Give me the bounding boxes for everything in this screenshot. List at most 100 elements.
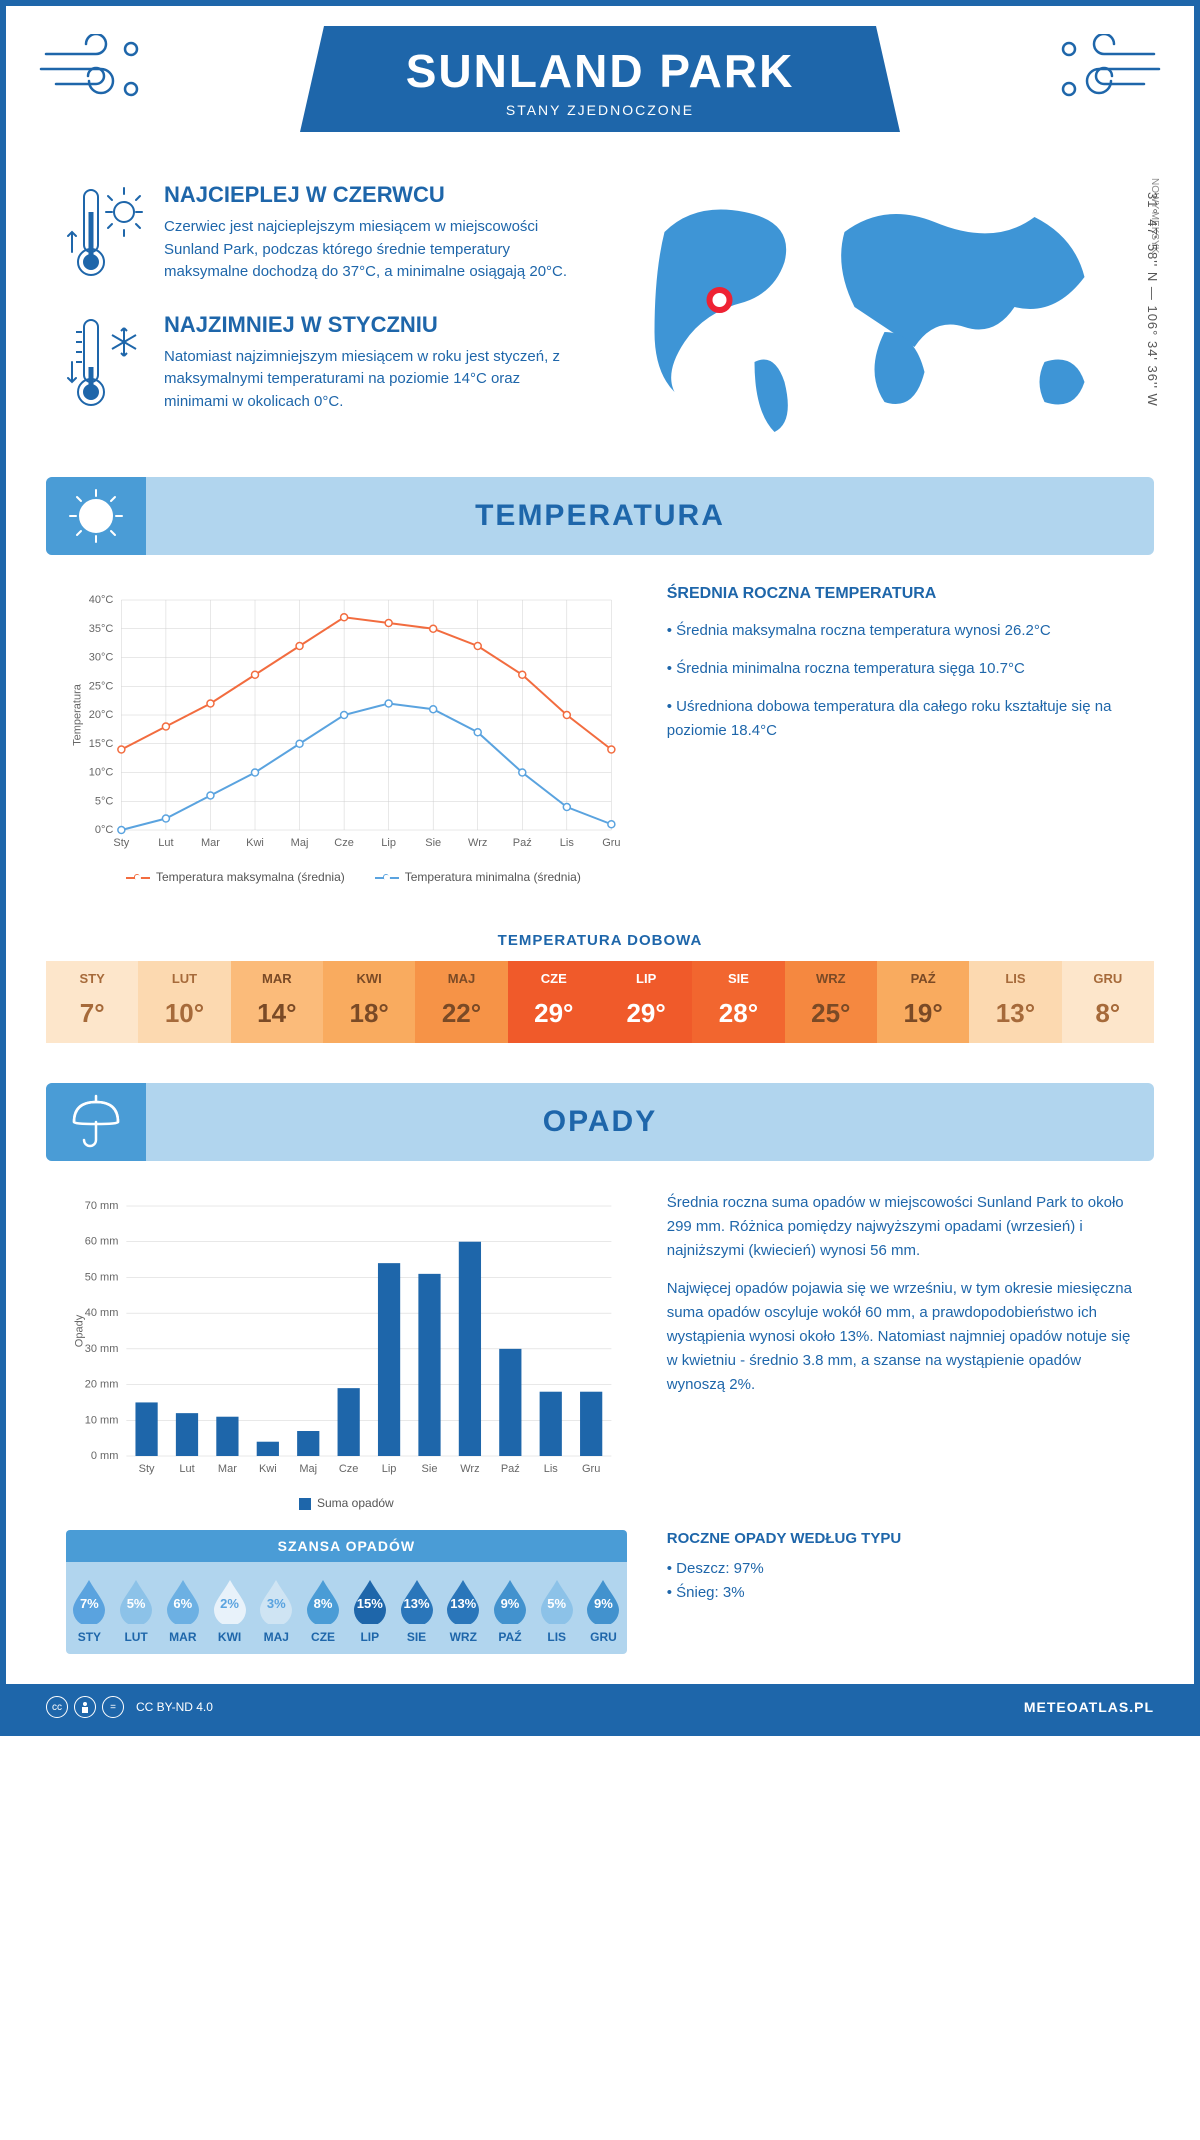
- intro-row: NAJCIEPLEJ W CZERWCU Czerwiec jest najci…: [6, 162, 1194, 477]
- chance-month: LIP: [346, 1630, 393, 1644]
- sun-icon: [46, 477, 146, 555]
- svg-text:Sie: Sie: [422, 1463, 438, 1475]
- svg-text:Temperatura: Temperatura: [71, 683, 83, 746]
- daily-month: GRU: [1062, 971, 1154, 986]
- daily-cell: KWI 18°: [323, 961, 415, 1043]
- precip-legend-label: Suma opadów: [317, 1496, 394, 1510]
- page-subtitle: STANY ZJEDNOCZONE: [340, 102, 860, 118]
- precip-heading: OPADY: [76, 1105, 1124, 1139]
- daily-value: 29°: [508, 998, 600, 1029]
- daily-value: 19°: [877, 998, 969, 1029]
- svg-text:25°C: 25°C: [89, 680, 114, 692]
- map-box: NOWY MEKSYK 31° 47' 58'' N — 106° 34' 36…: [615, 182, 1134, 447]
- umbrella-icon: [46, 1083, 146, 1161]
- chance-value: 5%: [116, 1596, 156, 1611]
- chance-row: 7% STY 5% LUT 6% MAR 2% KWI 3%: [66, 1562, 627, 1654]
- svg-text:Maj: Maj: [291, 837, 309, 849]
- temp-bullet-3: Uśredniona dobowa temperatura dla całego…: [667, 695, 1134, 743]
- temperature-section-head: TEMPERATURA: [46, 477, 1154, 555]
- header-banner: SUNLAND PARK STANY ZJEDNOCZONE: [300, 26, 900, 132]
- drop-icon: 9%: [583, 1576, 623, 1624]
- chance-month: LIS: [533, 1630, 580, 1644]
- drop-icon: 3%: [256, 1576, 296, 1624]
- daily-month: CZE: [508, 971, 600, 986]
- temperature-chart: 0°C5°C10°C15°C20°C25°C30°C35°C40°CStyLut…: [66, 585, 627, 884]
- svg-text:Mar: Mar: [201, 837, 220, 849]
- svg-text:10°C: 10°C: [89, 767, 114, 779]
- page-title: SUNLAND PARK: [340, 44, 860, 98]
- svg-text:Cze: Cze: [339, 1463, 359, 1475]
- daily-month: STY: [46, 971, 138, 986]
- daily-cell: LIP 29°: [600, 961, 692, 1043]
- svg-text:Sty: Sty: [139, 1463, 155, 1475]
- chance-value: 13%: [443, 1596, 483, 1611]
- daily-cell: MAJ 22°: [415, 961, 507, 1043]
- chance-cell: 13% WRZ: [440, 1576, 487, 1644]
- thermometer-hot-icon: [66, 182, 146, 282]
- drop-icon: 2%: [210, 1576, 250, 1624]
- precip-p1: Średnia roczna suma opadów w miejscowośc…: [667, 1191, 1134, 1263]
- chance-cell: 3% MAJ: [253, 1576, 300, 1644]
- daily-value: 13°: [969, 998, 1061, 1029]
- svg-text:Lip: Lip: [381, 837, 396, 849]
- svg-text:Opady: Opady: [73, 1314, 85, 1347]
- precip-legend: Suma opadów: [66, 1496, 627, 1510]
- precip-chart: 0 mm10 mm20 mm30 mm40 mm50 mm60 mm70 mmO…: [66, 1191, 627, 1510]
- daily-value: 28°: [692, 998, 784, 1029]
- svg-text:15°C: 15°C: [89, 738, 114, 750]
- footer: cc = CC BY-ND 4.0 METEOATLAS.PL: [6, 1684, 1194, 1730]
- daily-month: LUT: [138, 971, 230, 986]
- drop-icon: 13%: [397, 1576, 437, 1624]
- chance-cell: 5% LIS: [533, 1576, 580, 1644]
- drop-icon: 5%: [537, 1576, 577, 1624]
- chance-month: STY: [66, 1630, 113, 1644]
- daily-month: WRZ: [785, 971, 877, 986]
- daily-value: 18°: [323, 998, 415, 1029]
- chance-month: SIE: [393, 1630, 440, 1644]
- daily-month: SIE: [692, 971, 784, 986]
- thermometer-cold-icon: [66, 312, 146, 412]
- coords-label: 31° 47' 58'' N — 106° 34' 36'' W: [1145, 192, 1160, 407]
- header: SUNLAND PARK STANY ZJEDNOCZONE: [6, 6, 1194, 162]
- svg-text:Wrz: Wrz: [468, 837, 487, 849]
- svg-text:Kwi: Kwi: [259, 1463, 277, 1475]
- daily-cell: SIE 28°: [692, 961, 784, 1043]
- daily-month: MAR: [231, 971, 323, 986]
- daily-value: 29°: [600, 998, 692, 1029]
- temp-bullet-1: Średnia maksymalna roczna temperatura wy…: [667, 619, 1134, 643]
- daily-value: 10°: [138, 998, 230, 1029]
- precip-rain: Deszcz: 97%: [667, 1557, 1134, 1581]
- location-marker-icon: [710, 290, 730, 310]
- hot-title: NAJCIEPLEJ W CZERWCU: [164, 182, 585, 208]
- brand: METEOATLAS.PL: [1024, 1699, 1154, 1715]
- daily-cell: LUT 10°: [138, 961, 230, 1043]
- precip-chart-row: 0 mm10 mm20 mm30 mm40 mm50 mm60 mm70 mmO…: [6, 1161, 1194, 1530]
- precip-type-heading: ROCZNE OPADY WEDŁUG TYPU: [667, 1530, 1134, 1547]
- svg-text:70 mm: 70 mm: [85, 1200, 119, 1212]
- temp-bullet-2: Średnia minimalna roczna temperatura się…: [667, 657, 1134, 681]
- daily-temp-heading: TEMPERATURA DOBOWA: [6, 932, 1194, 949]
- svg-text:30 mm: 30 mm: [85, 1343, 119, 1355]
- daily-month: LIS: [969, 971, 1061, 986]
- svg-text:Gru: Gru: [602, 837, 620, 849]
- svg-text:10 mm: 10 mm: [85, 1414, 119, 1426]
- svg-text:Lut: Lut: [179, 1463, 194, 1475]
- nd-icon: =: [102, 1696, 124, 1718]
- chance-value: 8%: [303, 1596, 343, 1611]
- chance-cell: 8% CZE: [300, 1576, 347, 1644]
- svg-text:50 mm: 50 mm: [85, 1271, 119, 1283]
- hot-block: NAJCIEPLEJ W CZERWCU Czerwiec jest najci…: [66, 182, 585, 284]
- chance-value: 13%: [397, 1596, 437, 1611]
- svg-text:Paź: Paź: [513, 837, 532, 849]
- chance-cell: 9% PAŹ: [487, 1576, 534, 1644]
- chance-month: CZE: [300, 1630, 347, 1644]
- chance-value: 15%: [350, 1596, 390, 1611]
- hot-text: Czerwiec jest najcieplejszym miesiącem w…: [164, 216, 585, 284]
- drop-icon: 6%: [163, 1576, 203, 1624]
- world-map-icon: [615, 182, 1134, 442]
- daily-cell: PAŹ 19°: [877, 961, 969, 1043]
- drop-icon: 15%: [350, 1576, 390, 1624]
- daily-value: 7°: [46, 998, 138, 1029]
- svg-text:Wrz: Wrz: [460, 1463, 479, 1475]
- temperature-heading: TEMPERATURA: [76, 499, 1124, 533]
